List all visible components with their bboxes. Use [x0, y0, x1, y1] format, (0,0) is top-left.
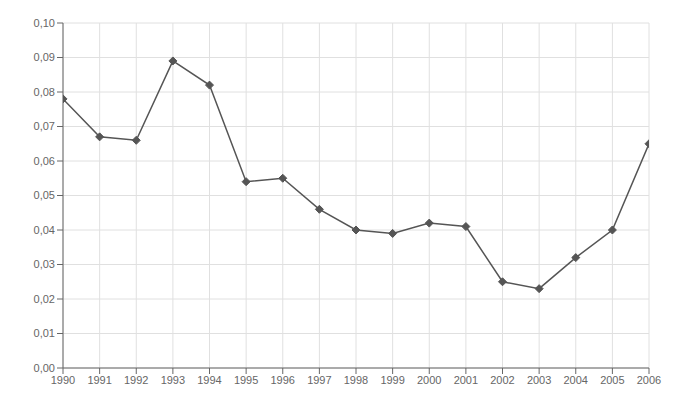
svg-text:2002: 2002	[490, 374, 514, 386]
svg-text:0,01: 0,01	[34, 327, 55, 339]
svg-text:1991: 1991	[87, 374, 111, 386]
svg-text:1990: 1990	[51, 374, 75, 386]
svg-text:2006: 2006	[637, 374, 661, 386]
svg-text:2000: 2000	[417, 374, 441, 386]
svg-text:2001: 2001	[454, 374, 478, 386]
svg-text:0,03: 0,03	[34, 258, 55, 270]
svg-text:0,09: 0,09	[34, 51, 55, 63]
svg-text:1995: 1995	[234, 374, 258, 386]
svg-text:0,00: 0,00	[34, 362, 55, 374]
svg-text:0,04: 0,04	[34, 224, 55, 236]
svg-text:1993: 1993	[161, 374, 185, 386]
svg-text:0,07: 0,07	[34, 120, 55, 132]
svg-text:0,06: 0,06	[34, 155, 55, 167]
svg-text:1998: 1998	[344, 374, 368, 386]
svg-text:0,02: 0,02	[34, 293, 55, 305]
svg-text:1997: 1997	[307, 374, 331, 386]
svg-text:2003: 2003	[527, 374, 551, 386]
svg-text:0,08: 0,08	[34, 86, 55, 98]
svg-text:1999: 1999	[380, 374, 404, 386]
svg-text:1994: 1994	[197, 374, 221, 386]
svg-text:0,10: 0,10	[34, 17, 55, 29]
svg-text:2005: 2005	[600, 374, 624, 386]
svg-text:1992: 1992	[124, 374, 148, 386]
svg-text:0,05: 0,05	[34, 189, 55, 201]
svg-text:2004: 2004	[564, 374, 588, 386]
svg-text:1996: 1996	[271, 374, 295, 386]
